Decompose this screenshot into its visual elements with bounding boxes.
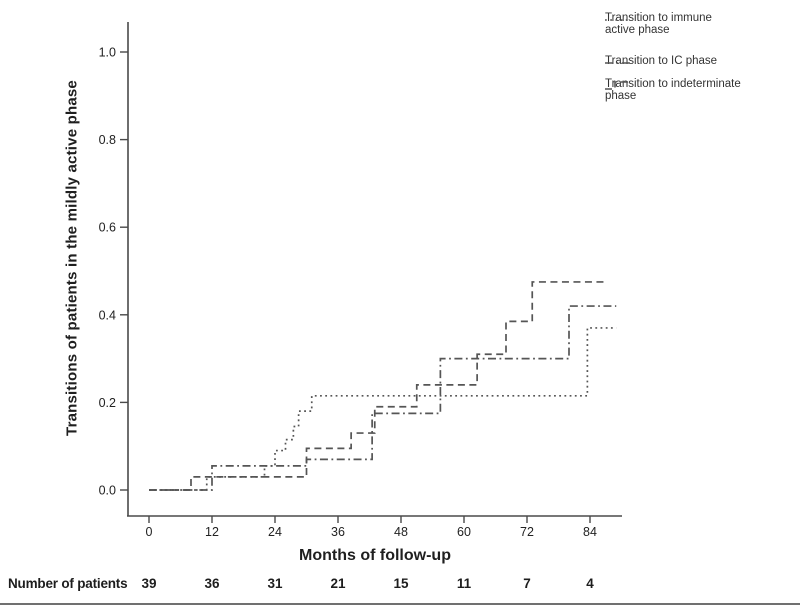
- patients-at-risk-row: Number of patients 39 36 31 21 15 11 7 4: [0, 576, 800, 596]
- y-axis-title: Transitions of patients in the mildly ac…: [63, 80, 81, 436]
- y-tick-label: 0.2: [99, 396, 116, 410]
- patients-count: 11: [456, 576, 472, 591]
- dashed-step-line-sample-icon: [605, 81, 628, 90]
- patients-count: 36: [204, 576, 220, 591]
- legend-label: Transition to IC phase: [605, 55, 718, 67]
- x-tick-label: 84: [583, 525, 597, 539]
- series-path-1: [149, 305, 617, 491]
- legend-item-immune-active: Transition to immune active phase: [604, 12, 720, 37]
- x-tick-label: 48: [394, 525, 408, 539]
- series-path-0: [149, 327, 617, 491]
- bottom-divider: [0, 603, 800, 605]
- patients-count: 7: [523, 576, 531, 591]
- legend-item-indeterminate: Transition to indeterminate phase: [604, 78, 755, 103]
- legend-label: Transition to indeterminate phase: [605, 78, 741, 103]
- dotted-line-sample-icon: [605, 19, 630, 21]
- x-tick-label: 60: [457, 525, 471, 539]
- x-tick-label: 72: [520, 525, 534, 539]
- y-tick-label: 1.0: [99, 46, 116, 60]
- patients-count: 39: [141, 576, 157, 591]
- x-tick-label: 0: [146, 525, 153, 539]
- patients-count: 15: [393, 576, 409, 591]
- x-tick-label: 36: [331, 525, 345, 539]
- series-path-2: [149, 281, 606, 491]
- patients-count: 31: [267, 576, 283, 591]
- legend-item-ic-phase: Transition to IC phase: [604, 55, 737, 67]
- y-tick-label: 0.4: [99, 308, 116, 322]
- patients-count: 4: [586, 576, 594, 591]
- patients-count: 21: [330, 576, 346, 591]
- x-tick-label: 12: [205, 525, 219, 539]
- dash-dot-line-sample-icon: [605, 62, 630, 64]
- y-tick-label: 0.8: [99, 133, 116, 147]
- x-axis-title: Months of follow-up: [299, 547, 451, 564]
- y-tick-label: 0.6: [99, 221, 116, 235]
- y-tick-label: 0.0: [99, 484, 116, 498]
- legend-label: Transition to immune active phase: [605, 12, 712, 37]
- patients-row-label: Number of patients: [8, 576, 128, 591]
- x-tick-label: 24: [268, 525, 282, 539]
- legend-line-glyph: [605, 81, 628, 90]
- legend: Transition to immune active phase Transi…: [604, 8, 798, 118]
